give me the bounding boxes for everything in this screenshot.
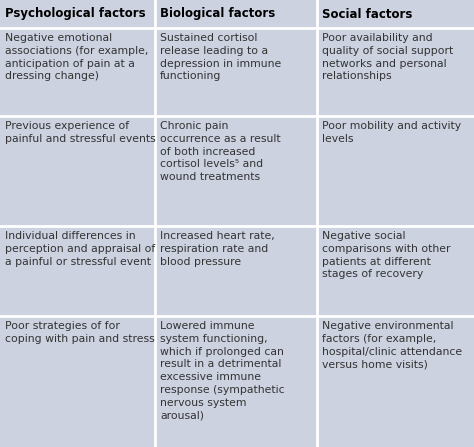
Text: Poor availability and
quality of social support
networks and personal
relationsh: Poor availability and quality of social … <box>322 33 453 81</box>
Text: Negative social
comparisons with other
patients at different
stages of recovery: Negative social comparisons with other p… <box>322 231 450 279</box>
Text: Sustained cortisol
release leading to a
depression in immune
functioning: Sustained cortisol release leading to a … <box>160 33 281 81</box>
Text: Increased heart rate,
respiration rate and
blood pressure: Increased heart rate, respiration rate a… <box>160 231 275 266</box>
Text: Negative environmental
factors (for example,
hospital/clinic attendance
versus h: Negative environmental factors (for exam… <box>322 321 462 369</box>
Text: Lowered immune
system functioning,
which if prolonged can
result in a detrimenta: Lowered immune system functioning, which… <box>160 321 284 421</box>
Text: Individual differences in
perception and appraisal of
a painful or stressful eve: Individual differences in perception and… <box>5 231 155 266</box>
Text: Psychological factors: Psychological factors <box>5 8 146 21</box>
Text: Negative emotional
associations (for example,
anticipation of pain at a
dressing: Negative emotional associations (for exa… <box>5 33 148 81</box>
Text: Social factors: Social factors <box>322 8 412 21</box>
Text: Poor mobility and activity
levels: Poor mobility and activity levels <box>322 121 461 144</box>
Text: Previous experience of
painful and stressful events: Previous experience of painful and stres… <box>5 121 156 144</box>
Text: Chronic pain
occurrence as a result
of both increased
cortisol levels⁵ and
wound: Chronic pain occurrence as a result of b… <box>160 121 281 182</box>
Text: Poor strategies of for
coping with pain and stress: Poor strategies of for coping with pain … <box>5 321 155 344</box>
Text: Biological factors: Biological factors <box>160 8 275 21</box>
